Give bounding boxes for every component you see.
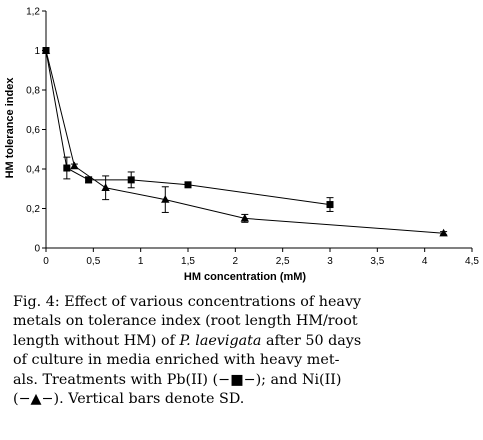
caption-text: after 50 days xyxy=(261,332,362,349)
figure-caption: Fig. 4: Effect of various concentrations… xyxy=(13,293,475,409)
data-point-triangle xyxy=(101,183,110,191)
caption-text: metals on tolerance index (root length H… xyxy=(13,313,358,330)
caption-line: (−▲−). Vertical bars denote SD. xyxy=(13,390,475,409)
y-tick-label: 0,2 xyxy=(26,204,40,215)
data-point-triangle xyxy=(161,195,170,203)
y-axis-title: HM tolerance index xyxy=(4,77,16,179)
data-point-triangle xyxy=(41,46,51,54)
y-tick-label: 1,2 xyxy=(26,7,40,18)
data-point-square xyxy=(184,181,192,189)
x-tick-label: 3,5 xyxy=(370,256,384,267)
y-tick-label: 1 xyxy=(34,46,40,57)
series-square xyxy=(42,47,334,212)
caption-text: length without HM) of xyxy=(13,332,180,349)
caption-line: of culture in media enriched with heavy … xyxy=(13,351,475,370)
data-point-square xyxy=(85,176,93,184)
x-axis-title: HM concentration (mM) xyxy=(184,271,307,283)
x-tick-label: 2 xyxy=(233,256,239,267)
y-tick-label: 0 xyxy=(34,244,40,255)
series-line xyxy=(45,50,444,234)
data-point-square xyxy=(326,201,334,209)
caption-species-name: P. laevigata xyxy=(179,332,262,349)
x-tick-label: 4 xyxy=(422,256,428,267)
caption-line: metals on tolerance index (root length H… xyxy=(13,312,475,331)
caption-text: of culture in media enriched with heavy … xyxy=(13,352,340,369)
series-triangle xyxy=(41,46,448,237)
caption-line: als. Treatments with Pb(II) (−■−); and N… xyxy=(13,371,475,390)
data-point-triangle xyxy=(240,213,249,222)
caption-text: als. Treatments with Pb(II) (−■−); and N… xyxy=(13,371,342,388)
x-tick-label: 3 xyxy=(327,256,333,267)
chart-axes: 0 0,5 1 1,5 2 2,5 3 3,5 4 4,5 0 0,2 0,4 0,6 0,8 1 1,2 xyxy=(26,7,479,268)
caption-text: Fig. 4: Effect of various concentrations… xyxy=(13,294,362,310)
data-point-square xyxy=(127,176,135,184)
line-chart: 0 0,5 1 1,5 2 2,5 3 3,5 4 4,5 0 0,2 0,4 0,6 0,8 1 1,2 HM… xyxy=(4,7,479,284)
series-line xyxy=(45,50,331,206)
chart-series xyxy=(41,46,448,237)
x-tick-label: 1 xyxy=(138,256,144,267)
caption-line: length without HM) of P. laevigata after… xyxy=(13,332,475,351)
data-point-triangle xyxy=(439,228,448,237)
x-tick-label: 0,5 xyxy=(86,256,100,267)
data-point-square xyxy=(63,164,71,172)
caption-text: (−▲−). Vertical bars denote SD. xyxy=(13,391,245,408)
x-tick-label: 1,5 xyxy=(181,256,195,267)
x-tick-label: 4,5 xyxy=(465,256,479,267)
caption-line: Fig. 4: Effect of various concentrations… xyxy=(13,293,475,312)
x-tick-label: 2,5 xyxy=(276,256,290,267)
y-tick-label: 0,8 xyxy=(26,86,40,97)
x-tick-label: 0 xyxy=(43,256,49,267)
y-tick-label: 0,4 xyxy=(26,165,40,176)
y-tick-label: 0,6 xyxy=(26,125,40,136)
data-point-triangle xyxy=(70,161,79,170)
